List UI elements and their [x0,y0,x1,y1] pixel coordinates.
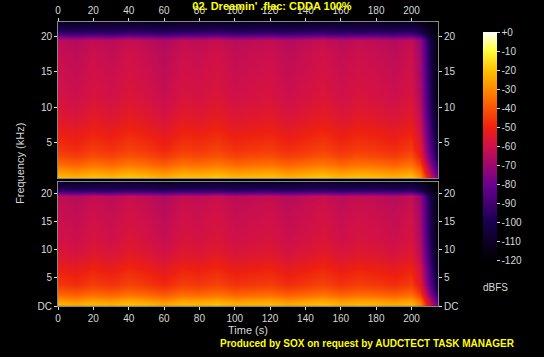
svg-text:dBFS: dBFS [483,282,508,293]
svg-text:200: 200 [403,313,420,324]
svg-text:15: 15 [41,216,53,227]
svg-text:15: 15 [41,66,53,77]
svg-text:-70: -70 [502,160,517,171]
svg-text:40: 40 [123,5,135,16]
svg-text:-90: -90 [502,198,517,209]
svg-text:80: 80 [194,313,206,324]
svg-text:160: 160 [332,313,349,324]
svg-text:60: 60 [158,313,170,324]
svg-text:20: 20 [41,31,53,42]
svg-text:5: 5 [46,272,52,283]
svg-text:180: 180 [368,313,385,324]
svg-text:0: 0 [55,313,61,324]
svg-text:-40: -40 [502,103,517,114]
svg-text:20: 20 [444,31,456,42]
svg-text:-120: -120 [502,255,522,266]
svg-text:0: 0 [55,5,61,16]
svg-text:120: 120 [262,313,279,324]
svg-text:Frequency (kHz): Frequency (kHz) [14,123,26,204]
svg-text:+0: +0 [502,27,514,38]
svg-text:80: 80 [194,5,206,16]
svg-text:Produced by SOX on request by: Produced by SOX on request by AUDCTECT T… [220,338,515,349]
svg-text:-10: -10 [502,46,517,57]
svg-text:100: 100 [226,5,243,16]
svg-text:140: 140 [297,5,314,16]
svg-text:10: 10 [444,102,456,113]
svg-text:02. Dreamin' .flac: CDDA 100%: 02. Dreamin' .flac: CDDA 100% [192,0,352,11]
svg-text:15: 15 [444,216,456,227]
svg-text:-30: -30 [502,84,517,95]
svg-text:Time (s): Time (s) [228,324,268,336]
svg-text:40: 40 [123,313,135,324]
svg-text:100: 100 [226,313,243,324]
svg-text:-20: -20 [502,65,517,76]
svg-text:-60: -60 [502,141,517,152]
svg-text:DC: DC [444,301,458,312]
svg-text:DC: DC [38,301,52,312]
svg-text:120: 120 [262,5,279,16]
svg-text:200: 200 [403,5,420,16]
svg-text:10: 10 [444,244,456,255]
svg-text:-50: -50 [502,122,517,133]
svg-text:-100: -100 [502,217,522,228]
svg-text:180: 180 [368,5,385,16]
svg-text:20: 20 [88,313,100,324]
svg-text:10: 10 [41,102,53,113]
svg-text:5: 5 [46,137,52,148]
svg-text:-110: -110 [502,236,522,247]
svg-text:5: 5 [444,137,450,148]
svg-text:5: 5 [444,272,450,283]
svg-text:20: 20 [444,188,456,199]
svg-text:140: 140 [297,313,314,324]
svg-text:-80: -80 [502,179,517,190]
svg-text:20: 20 [88,5,100,16]
svg-text:10: 10 [41,244,53,255]
svg-text:20: 20 [41,188,53,199]
svg-text:160: 160 [332,5,349,16]
svg-text:60: 60 [158,5,170,16]
svg-text:15: 15 [444,66,456,77]
